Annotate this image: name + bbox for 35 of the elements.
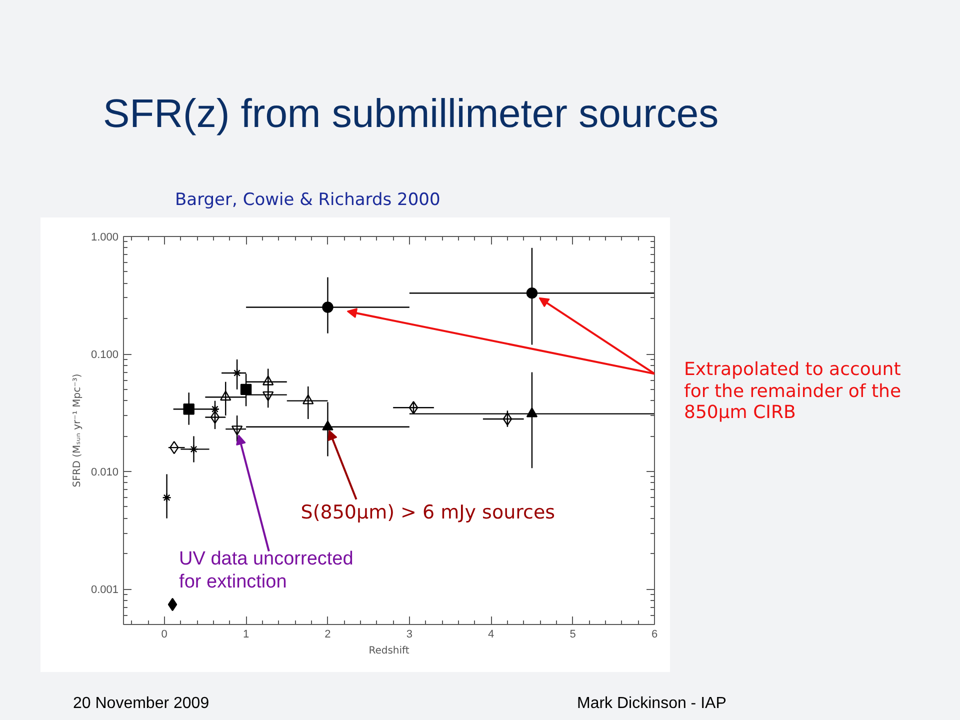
x-tick-label: 0 [161,628,168,640]
chart-subtitle: Barger, Cowie & Richards 2000 [175,190,440,210]
annotation: S(850μm) > 6 mJy sources [300,501,556,524]
point [232,368,242,378]
point [231,426,243,436]
x-tick-label: 5 [570,628,576,640]
point [210,410,220,424]
y-tick-label: 1.000 [90,232,119,244]
x-tick-label: 1 [242,628,250,640]
point [240,384,252,396]
x-tick-label: 2 [324,628,331,640]
y-tick-label: 0.001 [90,584,119,596]
point [502,412,512,426]
point [322,420,334,430]
x-axis-title: Redshift [368,646,410,656]
point [189,444,198,454]
x-tick-label: 4 [488,628,494,640]
text: Mark Dickinson - IAP [577,694,726,714]
point [220,390,232,401]
x-tick-label: 6 [651,628,658,640]
y-axis-title: SFRD (Mₛᵤₙ yr⁻¹ Mpc⁻³) [72,374,83,488]
point [168,598,178,612]
text: Extrapolated to account for the remainder of the 850μm CIRB [684,359,902,424]
text: 20 November 2009 [73,694,210,714]
point [262,391,274,402]
point [183,404,194,415]
chart-title: SFR(z) from submillimeter sources [103,91,719,138]
point [162,493,172,502]
x-tick-label: 3 [406,628,412,640]
annotation: UV data uncorrected for extinction [179,548,354,592]
point [526,288,538,299]
y-tick-label: 0.100 [90,349,119,362]
point [322,302,334,313]
point [408,401,418,414]
y-tick-label: 0.010 [90,466,119,479]
